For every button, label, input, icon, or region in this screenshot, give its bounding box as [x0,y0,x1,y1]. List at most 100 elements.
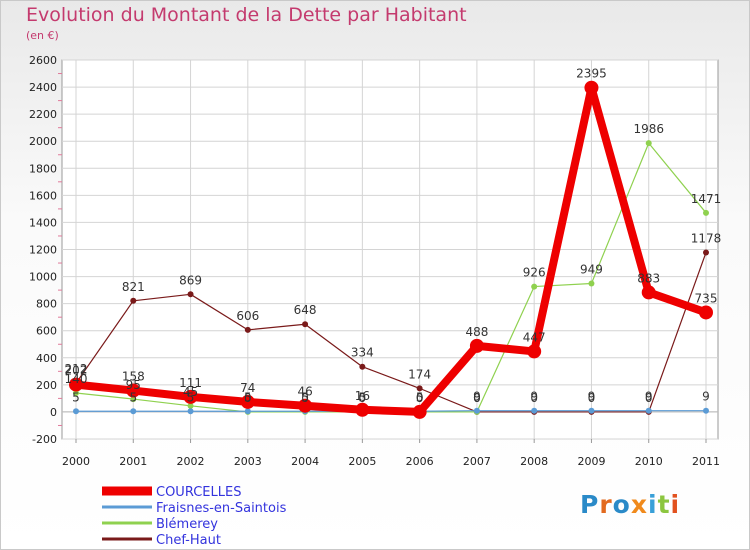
point-chef-haut [244,326,251,333]
point-blemerey [703,209,709,216]
data-label-chef-haut: 212 [65,362,88,376]
point-chef-haut [703,249,709,256]
point-courcelles [69,377,83,392]
data-label-blemerey: 1986 [633,122,664,136]
point-chef-haut [187,291,194,298]
data-label-fraisnes-en-saintois: 5 [187,390,195,404]
data-label-courcelles: 158 [122,370,145,384]
point-courcelles [584,80,599,95]
point-courcelles [355,402,370,417]
data-label-chef-haut: 606 [236,309,259,323]
point-fraisnes-en-saintois [703,407,709,414]
point-courcelles [469,338,484,353]
y-tick-label: 2000 [29,135,57,148]
data-label-chef-haut: 0 [588,391,596,405]
data-label-courcelles: 202 [65,364,88,378]
data-label-blemerey: 0 [416,391,424,405]
data-label-blemerey: 95 [126,378,141,392]
point-courcelles [412,404,427,419]
data-label-courcelles: 111 [179,376,202,390]
y-tick-label: -200 [32,433,57,446]
data-label-fraisnes-en-saintois: 9 [530,390,538,404]
y-tick-label: 2600 [29,54,57,67]
data-label-fraisnes-en-saintois: 5 [244,390,252,404]
data-label-fraisnes-en-saintois: 9 [645,390,653,404]
data-label-fraisnes-en-saintois: 9 [702,390,710,404]
data-label-chef-haut: 821 [122,280,145,294]
legend-label-fraisnes-en-saintois: Fraisnes-en-Saintois [156,501,287,516]
y-tick-label: 800 [36,298,57,311]
x-tick-label: 2001 [119,455,147,468]
y-tick-label: 200 [36,379,57,392]
data-label-blemerey: 0 [301,391,309,405]
point-courcelles [527,344,542,359]
x-tick-label: 2009 [577,455,605,468]
data-label-blemerey: 949 [580,262,603,276]
point-fraisnes-en-saintois [473,407,480,414]
axes: -200020040060080010001200140016001800200… [29,54,720,468]
data-label-chef-haut: 174 [408,367,431,381]
point-chef-haut [302,321,309,328]
legend-label-blemerey: Blémerey [156,517,218,532]
x-tick-label: 2005 [348,455,376,468]
data-label-blemerey: 140 [65,372,88,386]
point-blemerey [130,396,137,403]
x-tick-label: 2011 [692,455,720,468]
point-blemerey [73,389,79,396]
point-courcelles [183,389,198,404]
x-tick-label: 2010 [635,455,663,468]
data-label-fraisnes-en-saintois: 9 [588,390,596,404]
data-label-courcelles: 2395 [576,67,607,81]
y-tick-label: 1200 [29,244,57,257]
legend-label-chef-haut: Chef-Haut [156,533,221,548]
x-tick-label: 2002 [177,455,205,468]
x-tick-label: 2008 [520,455,548,468]
point-chef-haut [416,385,423,392]
data-label-blemerey: 0 [244,391,252,405]
logo-letter: r [599,490,613,519]
data-label-fraisnes-en-saintois: 5 [416,390,424,404]
data-label-courcelles: 447 [523,330,546,344]
x-tick-label: 2000 [62,455,90,468]
data-label-blemerey: 0 [359,391,367,405]
point-fraisnes-en-saintois [187,408,194,415]
y-tick-label: 2400 [29,81,57,94]
x-tick-label: 2007 [463,455,491,468]
data-label-fraisnes-en-saintois: 9 [473,390,481,404]
point-courcelles [240,394,255,409]
data-label-fraisnes-en-saintois: 5 [359,390,367,404]
point-courcelles [126,383,141,398]
point-fraisnes-en-saintois [73,408,79,415]
chart-title: Evolution du Montant de la Dette par Hab… [26,4,467,26]
point-blemerey [531,283,538,290]
data-label-chef-haut: 869 [179,273,202,287]
data-label-fraisnes-en-saintois: 5 [72,390,80,404]
y-tick-label: 1800 [29,162,57,175]
series-line-chef-haut [75,251,707,413]
point-courcelles [699,305,713,320]
logo-letter: i [670,490,681,519]
data-label-chef-haut: 0 [645,391,653,405]
y-tick-label: 2200 [29,108,57,121]
point-fraisnes-en-saintois [645,407,652,414]
y-tick-label: 1400 [29,216,57,229]
point-chef-haut [359,363,366,370]
logo-letter: t [657,490,671,519]
x-tick-label: 2003 [234,455,262,468]
legend-label-courcelles: COURCELLES [156,485,241,500]
point-blemerey [588,280,595,287]
point-courcelles [641,285,656,300]
logo-letter: i [648,490,658,519]
series-line-courcelles [72,83,710,416]
data-label-courcelles: 883 [637,271,660,285]
data-label-blemerey: 45 [183,385,198,399]
point-blemerey [645,140,652,147]
data-label-courcelles: 735 [695,291,718,305]
data-label-chef-haut: 1178 [691,231,722,245]
point-blemerey [187,402,194,409]
point-courcelles [298,398,313,413]
legend-swatch-chef-haut [102,537,152,541]
data-label-courcelles: 16 [355,389,370,403]
y-tick-label: 1000 [29,271,57,284]
point-chef-haut [130,297,137,304]
